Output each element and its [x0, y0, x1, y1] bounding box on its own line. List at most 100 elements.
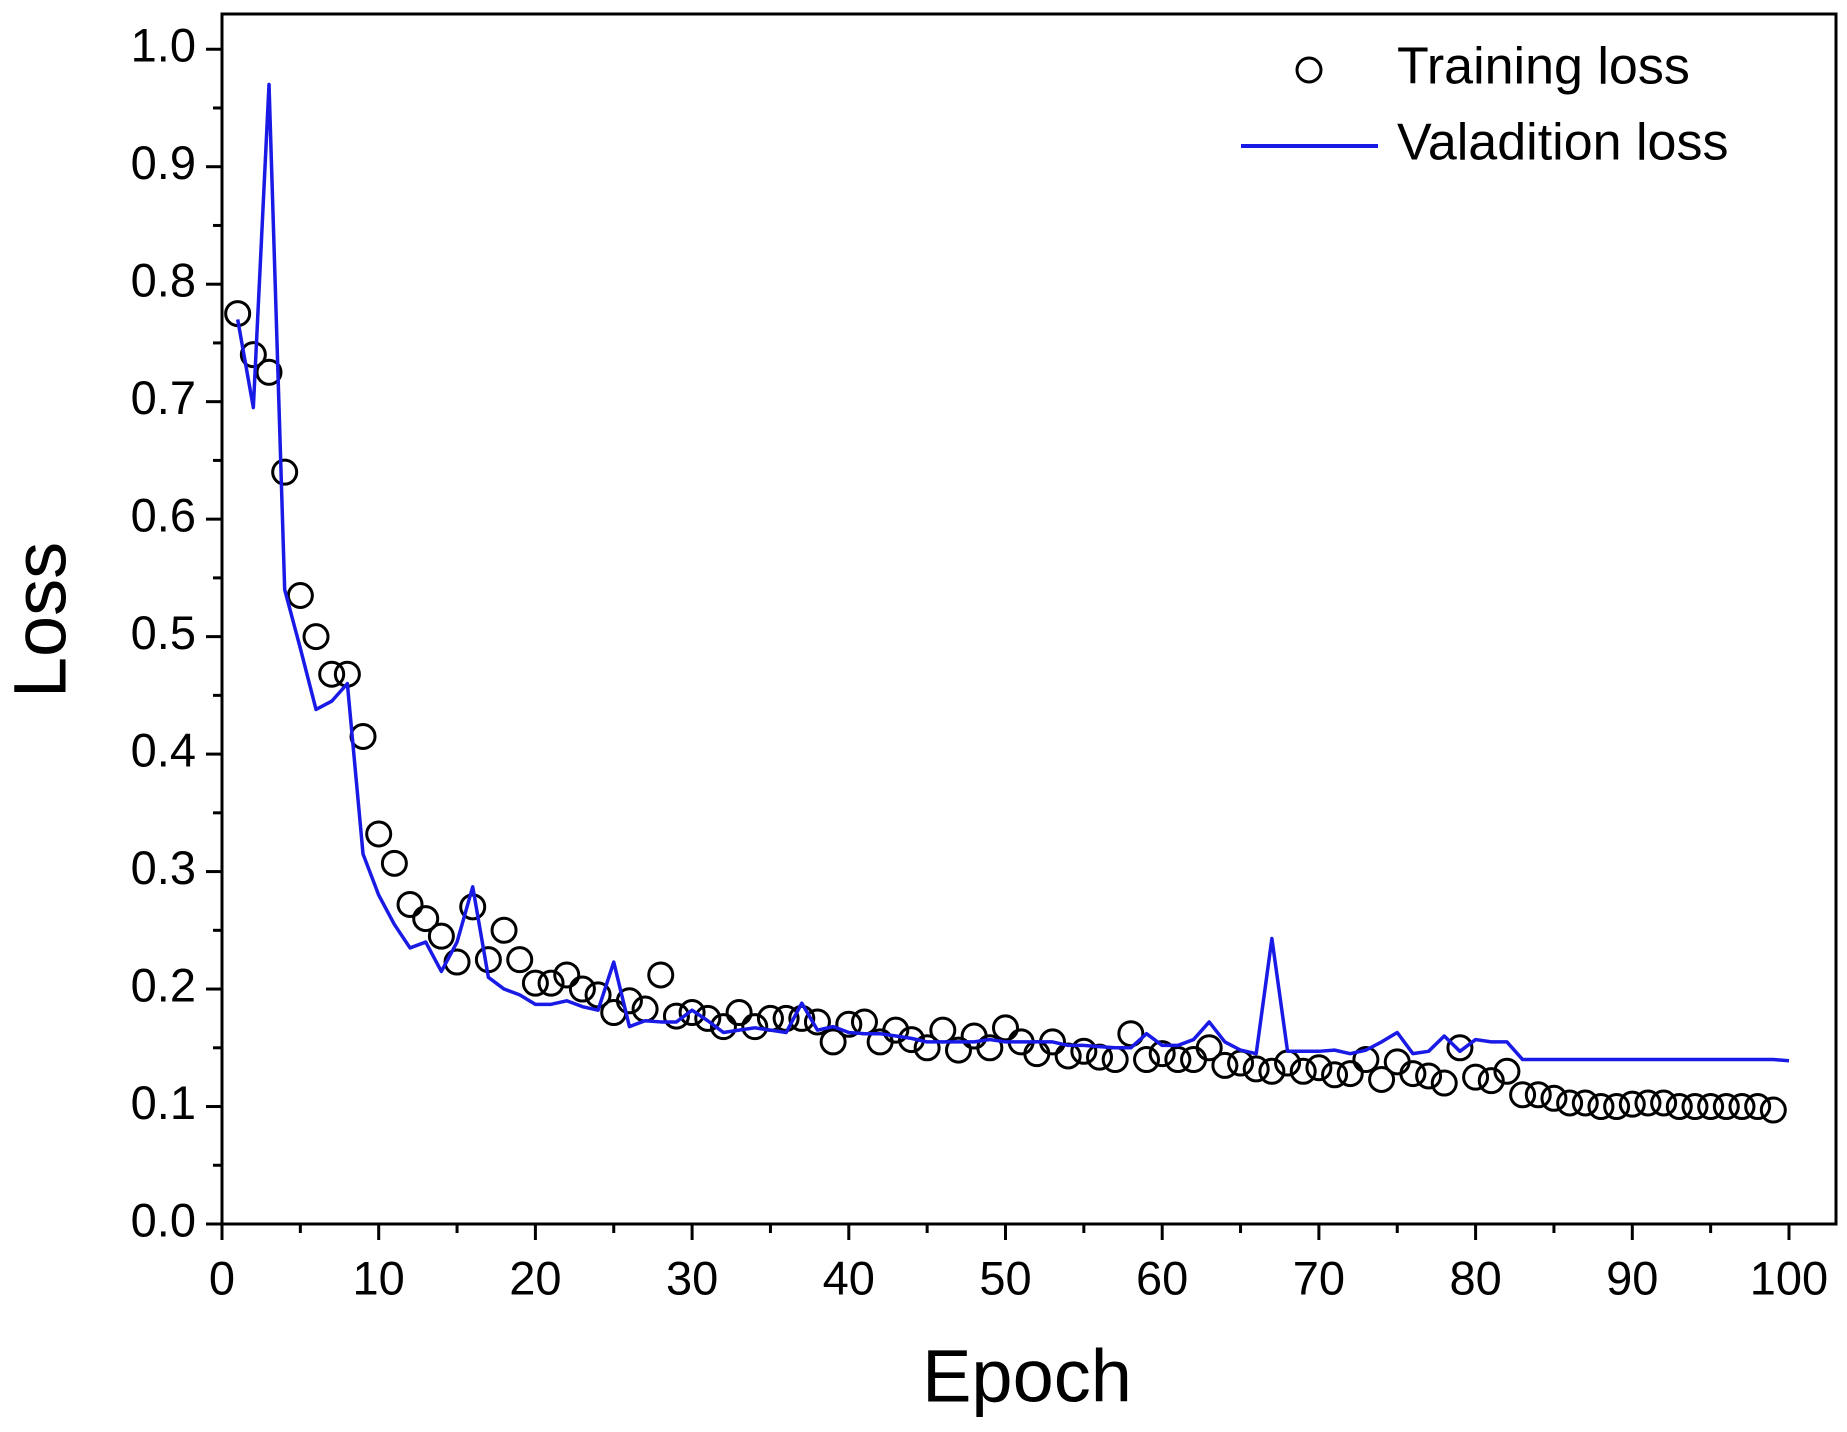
training-point	[1446, 1034, 1474, 1062]
training-point	[1023, 1040, 1051, 1068]
training-point	[913, 1034, 941, 1062]
x-tick-label: 90	[1606, 1251, 1658, 1304]
x-tick-label: 80	[1449, 1251, 1501, 1304]
training-point	[678, 999, 706, 1027]
training-point	[302, 623, 330, 651]
training-point	[255, 358, 283, 386]
training-point	[490, 916, 518, 944]
training-point	[1101, 1046, 1129, 1074]
training-point	[1242, 1055, 1270, 1083]
x-tick-label: 30	[666, 1251, 718, 1304]
training-point	[1634, 1089, 1662, 1117]
training-point	[709, 1013, 737, 1041]
x-tick-label: 10	[353, 1251, 405, 1304]
y-tick-label: 0.7	[131, 371, 196, 424]
training-point	[850, 1008, 878, 1036]
training-point	[1697, 1093, 1725, 1121]
training-point	[600, 999, 628, 1027]
y-tick-label: 0.8	[131, 254, 196, 307]
x-tick-label: 50	[979, 1251, 1031, 1304]
training-point	[1289, 1057, 1317, 1085]
training-point	[803, 1008, 831, 1036]
training-point	[647, 961, 675, 989]
training-point	[615, 987, 643, 1015]
training-point	[944, 1036, 972, 1064]
training-point	[1227, 1049, 1255, 1077]
training-point	[1681, 1093, 1709, 1121]
x-tick-label: 60	[1136, 1251, 1188, 1304]
training-point	[1650, 1089, 1678, 1117]
y-tick-label: 0.0	[131, 1193, 196, 1246]
training-point	[1148, 1040, 1176, 1068]
training-point	[1540, 1084, 1568, 1112]
training-point	[537, 969, 565, 997]
training-point	[396, 890, 424, 918]
training-point	[1133, 1046, 1161, 1074]
training-point	[271, 458, 299, 486]
training-point	[1430, 1069, 1458, 1097]
training-point	[427, 922, 455, 950]
training-point	[380, 849, 408, 877]
y-tick-label: 0.9	[131, 136, 196, 189]
training-point	[1462, 1063, 1490, 1091]
legend-label: Valadition loss	[1397, 114, 1728, 172]
training-point	[443, 948, 471, 976]
training-point	[1054, 1042, 1082, 1070]
y-tick-label: 1.0	[131, 19, 196, 72]
training-point	[1336, 1060, 1364, 1088]
training-point	[976, 1034, 1004, 1062]
training-point	[286, 582, 314, 610]
training-point	[1493, 1057, 1521, 1085]
training-point	[1415, 1062, 1443, 1090]
training-point	[365, 820, 393, 848]
training-point	[1587, 1093, 1615, 1121]
training-point	[1477, 1067, 1505, 1095]
training-point	[1759, 1096, 1787, 1124]
y-tick-label: 0.4	[131, 724, 196, 777]
training-point	[1712, 1093, 1740, 1121]
training-point	[1618, 1090, 1646, 1118]
training-point	[725, 999, 753, 1027]
training-point	[1665, 1093, 1693, 1121]
training-point	[412, 905, 440, 933]
validation-line	[235, 82, 1790, 1063]
x-tick-label: 40	[823, 1251, 875, 1304]
training-point	[1383, 1048, 1411, 1076]
training-point	[1399, 1060, 1427, 1088]
training-point	[819, 1028, 847, 1056]
legend-symbol	[1295, 56, 1323, 84]
training-point	[1180, 1046, 1208, 1074]
training-point	[1321, 1061, 1349, 1089]
training-point	[1070, 1037, 1098, 1065]
training-point	[1211, 1051, 1239, 1079]
x-tick-label: 0	[209, 1251, 235, 1304]
training-point	[960, 1022, 988, 1050]
plot-frame	[220, 12, 1838, 1226]
y-tick-label: 0.6	[131, 489, 196, 542]
training-point	[694, 1004, 722, 1032]
training-point	[521, 969, 549, 997]
training-point	[239, 341, 267, 369]
training-point	[1556, 1089, 1584, 1117]
training-point	[929, 1016, 957, 1044]
training-point	[1305, 1054, 1333, 1082]
training-point	[1164, 1046, 1192, 1074]
y-tick-label: 0.3	[131, 841, 196, 894]
x-tick-label: 70	[1293, 1251, 1345, 1304]
y-tick-label: 0.2	[131, 958, 196, 1011]
training-point	[1509, 1081, 1537, 1109]
training-point	[1744, 1093, 1772, 1121]
training-point	[991, 1014, 1019, 1042]
training-point	[1728, 1093, 1756, 1121]
training-point	[1258, 1057, 1286, 1085]
legend-label: Training loss	[1397, 38, 1690, 96]
training-point	[553, 961, 581, 989]
training-point	[568, 975, 596, 1003]
training-point	[1195, 1034, 1223, 1062]
training-point	[1571, 1089, 1599, 1117]
training-point	[506, 946, 534, 974]
x-tick-label: 100	[1750, 1251, 1828, 1304]
y-tick-label: 0.5	[131, 606, 196, 659]
x-axis-title: Epoch	[922, 1335, 1132, 1418]
training-point	[835, 1010, 863, 1038]
